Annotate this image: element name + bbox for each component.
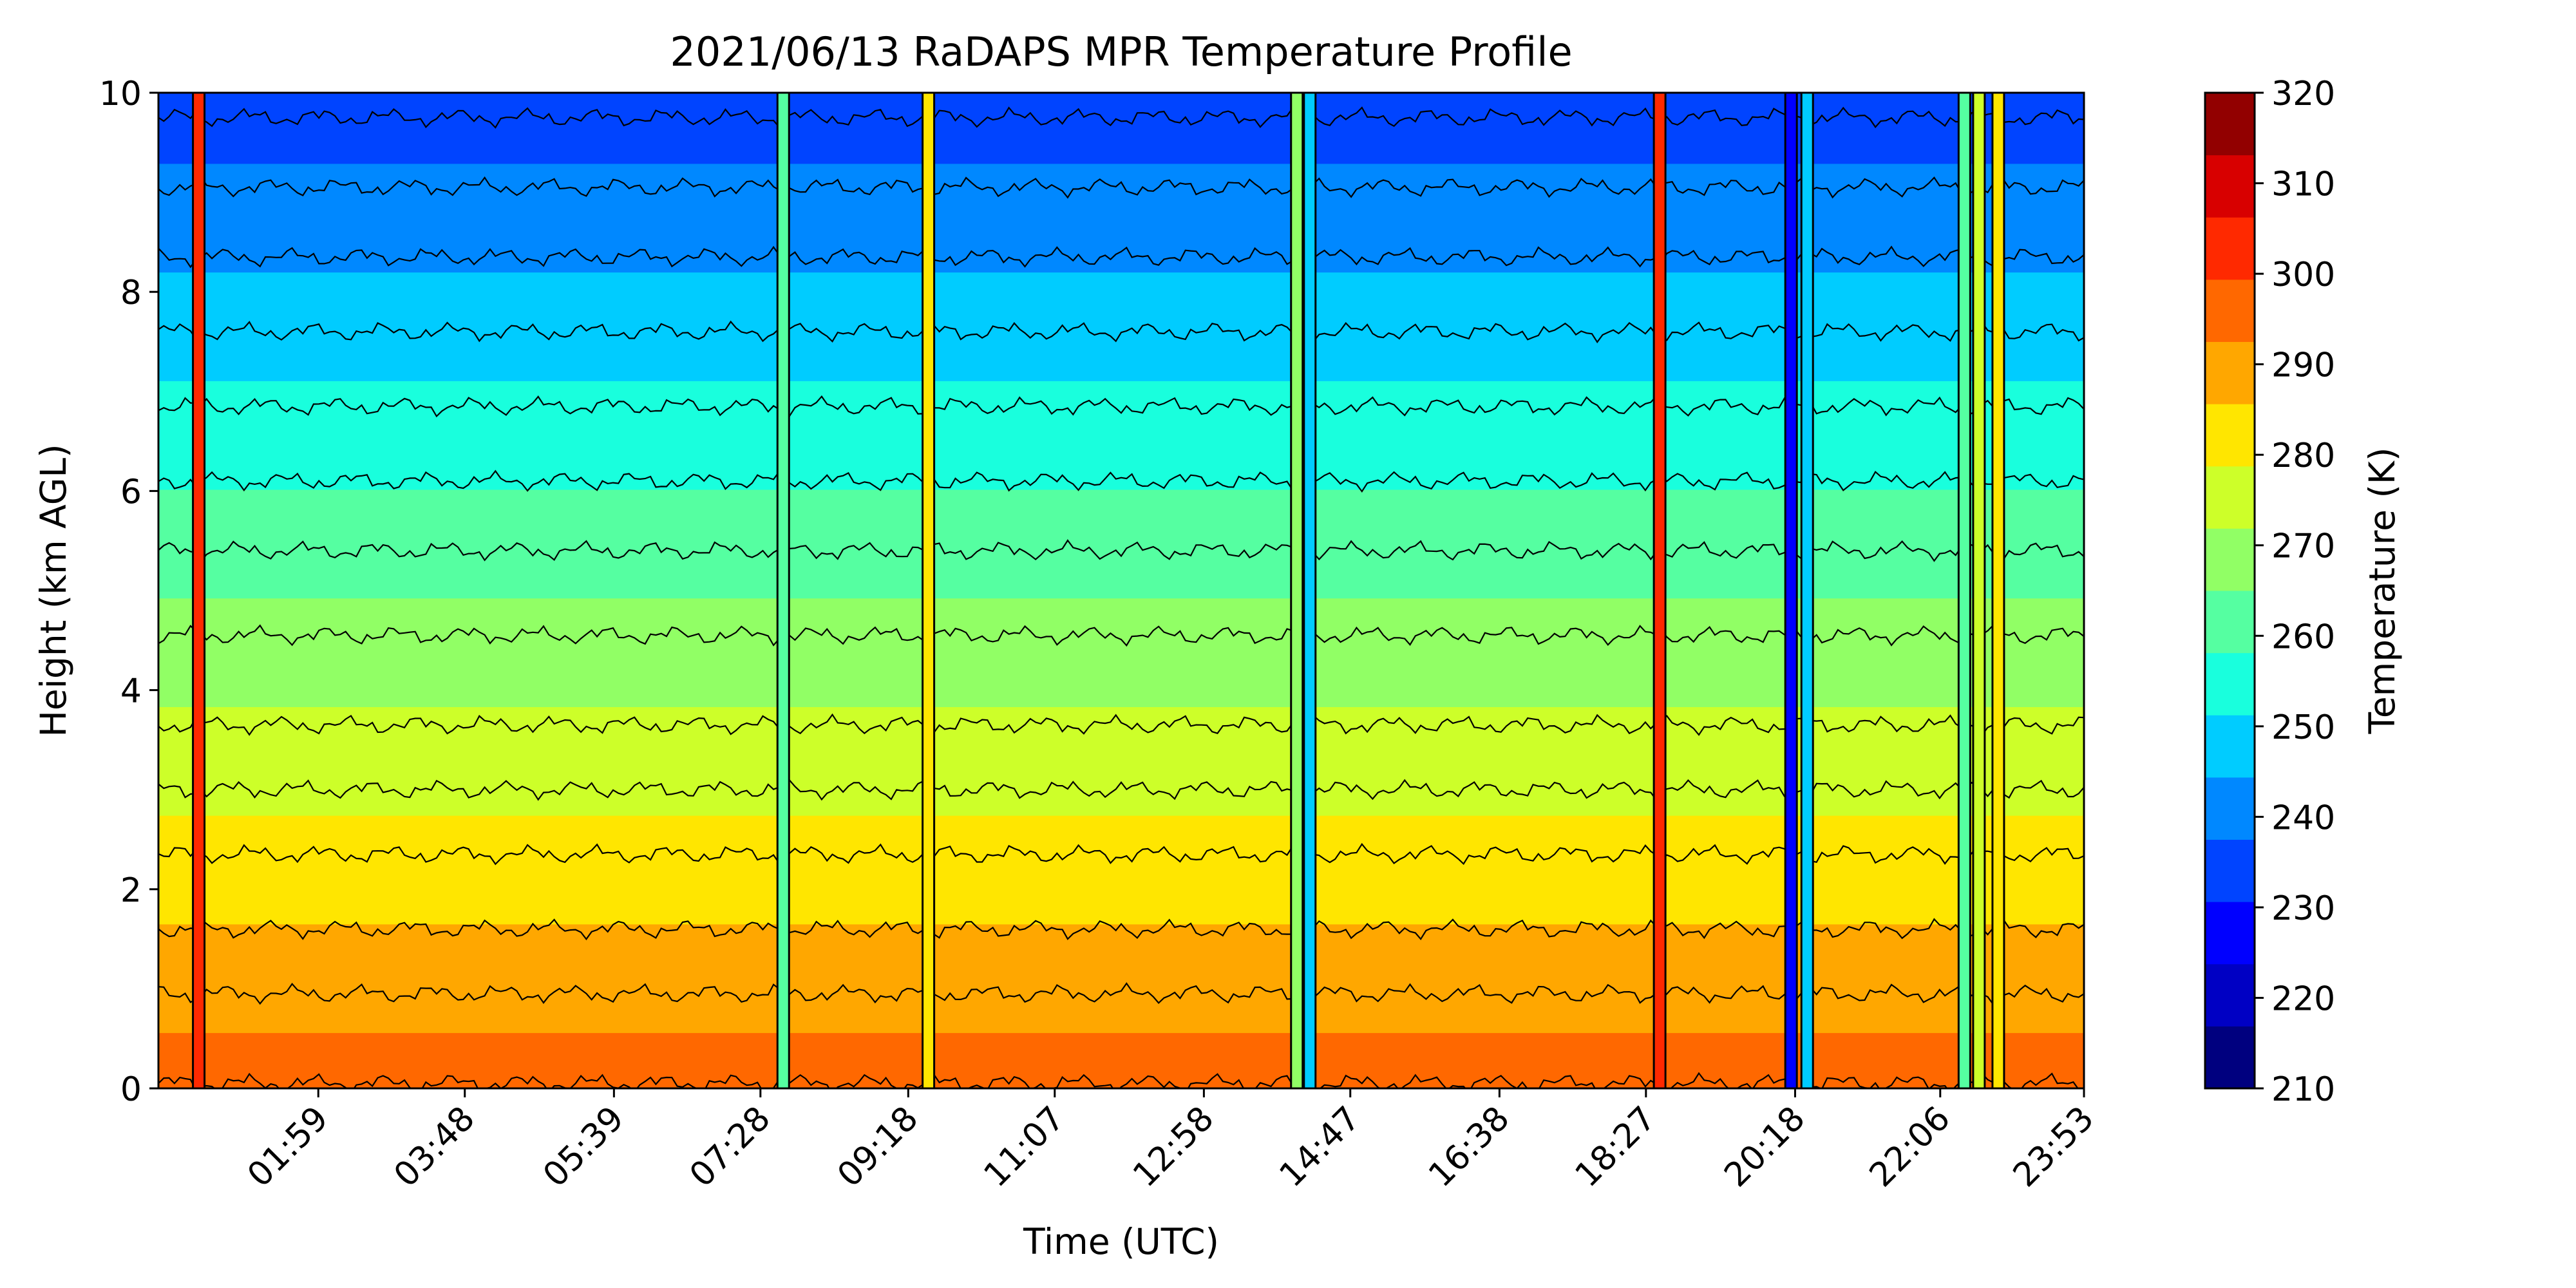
colorbar-segment — [2205, 93, 2255, 156]
y-tick-label: 2 — [120, 871, 142, 910]
anomaly-columns — [192, 93, 2005, 1088]
contour-line — [158, 469, 2084, 493]
anomaly-column — [1290, 93, 1304, 1088]
colorbar-tick-label: 210 — [2271, 1070, 2335, 1109]
y-tick-label: 6 — [120, 473, 142, 511]
colorbar-tick-label: 280 — [2271, 437, 2335, 475]
anomaly-column — [1303, 93, 1317, 1088]
colorbar-segment — [2205, 528, 2255, 591]
x-tick-label: 05:39 — [536, 1099, 631, 1195]
anomaly-column — [1991, 93, 2005, 1088]
x-tick-label: 20:18 — [1717, 1099, 1812, 1195]
anomaly-column — [1653, 93, 1667, 1088]
colorbar-frame — [2204, 91, 2256, 1090]
colorbar-segment — [2205, 777, 2255, 840]
colorbar-segment — [2205, 1026, 2255, 1089]
contour-line — [158, 320, 2084, 344]
colorbar-tick-label: 230 — [2271, 889, 2335, 928]
x-tick-label: 07:28 — [683, 1099, 778, 1195]
x-tick-label: 03:48 — [387, 1099, 482, 1195]
x-tick-label: 18:27 — [1568, 1099, 1663, 1195]
colorbar-tick-label: 250 — [2271, 708, 2335, 747]
colorbar-segment — [2205, 341, 2255, 404]
contour-line — [158, 245, 2084, 269]
contour-line — [158, 176, 2084, 199]
y-tick-label: 0 — [120, 1070, 142, 1109]
colorbar-tick-label: 270 — [2271, 527, 2335, 566]
contour-line — [158, 106, 2084, 129]
temperature-band — [158, 706, 2084, 817]
colorbar-tick-label: 300 — [2271, 256, 2335, 294]
anomaly-column — [1784, 93, 1798, 1088]
anomaly-column — [192, 93, 206, 1088]
anomaly-column — [922, 93, 936, 1088]
colorbar: 210 220 230 240 250 260 270 280 290 300 310 320 — [2204, 75, 2335, 1109]
temperature-band — [158, 272, 2084, 382]
colorbar-segment — [2205, 902, 2255, 965]
contour-line — [158, 713, 2084, 736]
temperature-band — [158, 815, 2084, 925]
x-axis: 01:59 03:48 05:39 07:28 09:18 11:07 12:58 14:47… — [240, 1088, 2101, 1195]
temperature-band — [158, 381, 2084, 491]
contour-lines — [158, 106, 2084, 1088]
colorbar-label: Temperature (K) — [2362, 448, 2403, 735]
temperature-band — [158, 924, 2084, 1034]
temperature-band — [158, 93, 2084, 164]
x-tick-label: 14:47 — [1273, 1099, 1368, 1195]
colorbar-tick-label: 240 — [2271, 799, 2335, 837]
contour-line — [158, 842, 2084, 866]
y-axis: 0 2 4 6 8 10 — [99, 75, 158, 1109]
x-axis-label: Time (UTC) — [1023, 1221, 1219, 1262]
colorbar-segment — [2205, 652, 2255, 715]
colorbar-segment — [2205, 715, 2255, 778]
anomaly-column — [1957, 93, 1971, 1088]
y-axis-label: Height (km AGL) — [33, 444, 74, 737]
x-tick-label: 22:06 — [1862, 1099, 1958, 1195]
colorbar-tick-label: 310 — [2271, 166, 2335, 204]
colorbar-segment — [2205, 839, 2255, 902]
anomaly-column — [1800, 93, 1814, 1088]
contour-line — [158, 918, 2084, 941]
colorbar-segment — [2205, 466, 2255, 529]
colorbar-segment — [2205, 591, 2255, 654]
contour-line — [158, 539, 2084, 562]
colorbar-tick-label: 320 — [2271, 75, 2335, 113]
y-tick-label: 4 — [120, 672, 142, 711]
x-tick-label: 16:38 — [1421, 1099, 1517, 1195]
contour-line — [158, 624, 2084, 647]
x-tick-label: 23:53 — [2006, 1099, 2101, 1195]
contour-line — [158, 395, 2084, 418]
contour-line — [158, 982, 2084, 1006]
x-tick-label: 12:58 — [1126, 1099, 1221, 1195]
colorbar-tick-label: 220 — [2271, 980, 2335, 1018]
x-tick-label: 01:59 — [240, 1099, 336, 1195]
colorbar-tick-label: 260 — [2271, 618, 2335, 656]
colorbar-segment — [2205, 279, 2255, 342]
x-tick-label: 11:07 — [977, 1099, 1072, 1195]
anomaly-column — [776, 93, 790, 1088]
contour-fill — [158, 93, 2084, 1088]
y-tick-label: 8 — [120, 274, 142, 312]
x-tick-label: 09:18 — [830, 1099, 925, 1195]
colorbar-tick-label: 290 — [2271, 346, 2335, 385]
colorbar-segment — [2205, 217, 2255, 280]
chart-title: 2021/06/13 RaDAPS MPR Temperature Profil… — [670, 28, 1572, 75]
colorbar-segment — [2205, 155, 2255, 218]
colorbar-segment — [2205, 404, 2255, 467]
plot-frame — [157, 91, 2085, 1090]
contour-line — [158, 1072, 2079, 1088]
colorbar-segment — [2205, 963, 2255, 1027]
anomaly-column — [1972, 93, 1986, 1088]
contour-line — [158, 779, 2084, 801]
temperature-band — [158, 598, 2084, 708]
y-tick-label: 10 — [99, 75, 142, 113]
